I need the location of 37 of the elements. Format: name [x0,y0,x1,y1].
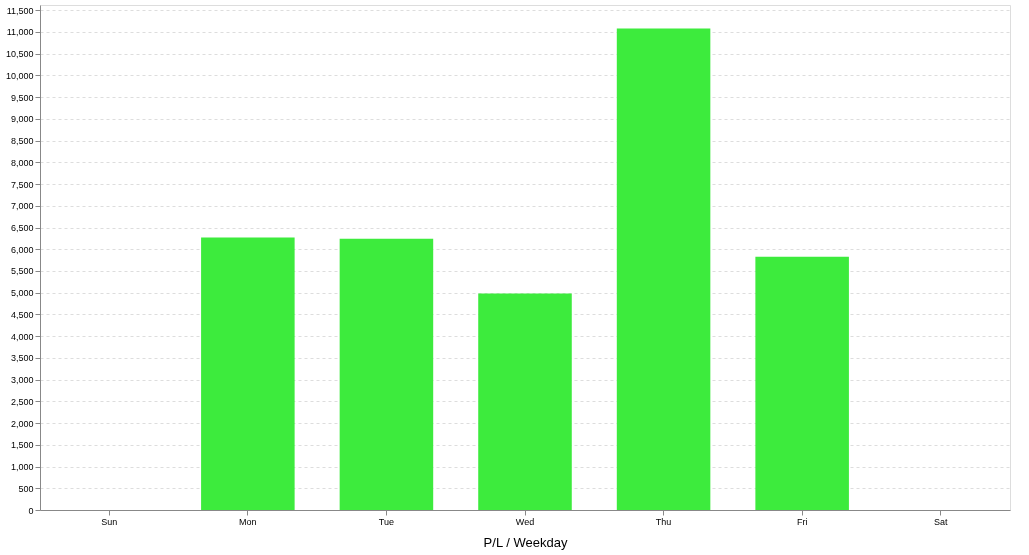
x-tick-label: Sat [933,516,948,527]
y-tick-label: 5,000 [10,288,34,299]
bar [755,256,849,510]
x-tick-label: Tue [378,516,395,527]
x-tick-label: Wed [515,516,535,527]
y-tick-label: 11,000 [6,27,34,38]
y-tick-label: 3,000 [10,375,34,386]
bar [478,293,572,510]
bar [339,238,434,510]
x-tick-label: Sun [101,516,118,527]
y-tick-label: 2,000 [10,418,34,429]
y-tick-label: 3,500 [10,353,34,364]
y-tick-label: 2,500 [10,396,34,407]
y-tick-label: 500 [18,483,34,494]
y-tick-label: 6,000 [10,244,34,255]
y-tick-label: 8,500 [10,136,34,147]
x-axis-title: P/L / Weekday [483,534,568,550]
y-tick-label: 4,500 [10,309,34,320]
y-tick-label: 8,000 [10,157,34,168]
y-tick-label: 1,500 [10,440,34,451]
x-tick-label: Fri [796,516,808,527]
y-tick-label: 7,500 [10,179,34,190]
y-tick-label: 10,500 [5,49,34,60]
x-tick-label: Mon [239,516,257,527]
y-tick-label: 7,000 [10,201,34,212]
x-tick-label: Thu [655,516,672,527]
y-tick-label: 9,500 [10,92,34,103]
y-tick-label: 5,500 [10,266,34,277]
y-tick-label: 1,000 [10,462,34,473]
y-tick-label: 9,000 [10,114,34,125]
bar [201,237,295,510]
y-tick-label: 10,000 [5,70,34,81]
y-tick-label: 6,500 [10,223,34,234]
bar [616,28,711,510]
y-tick-label: 4,000 [10,331,34,342]
y-tick-label: 0 [28,505,34,516]
y-tick-label: 11,500 [6,5,34,16]
